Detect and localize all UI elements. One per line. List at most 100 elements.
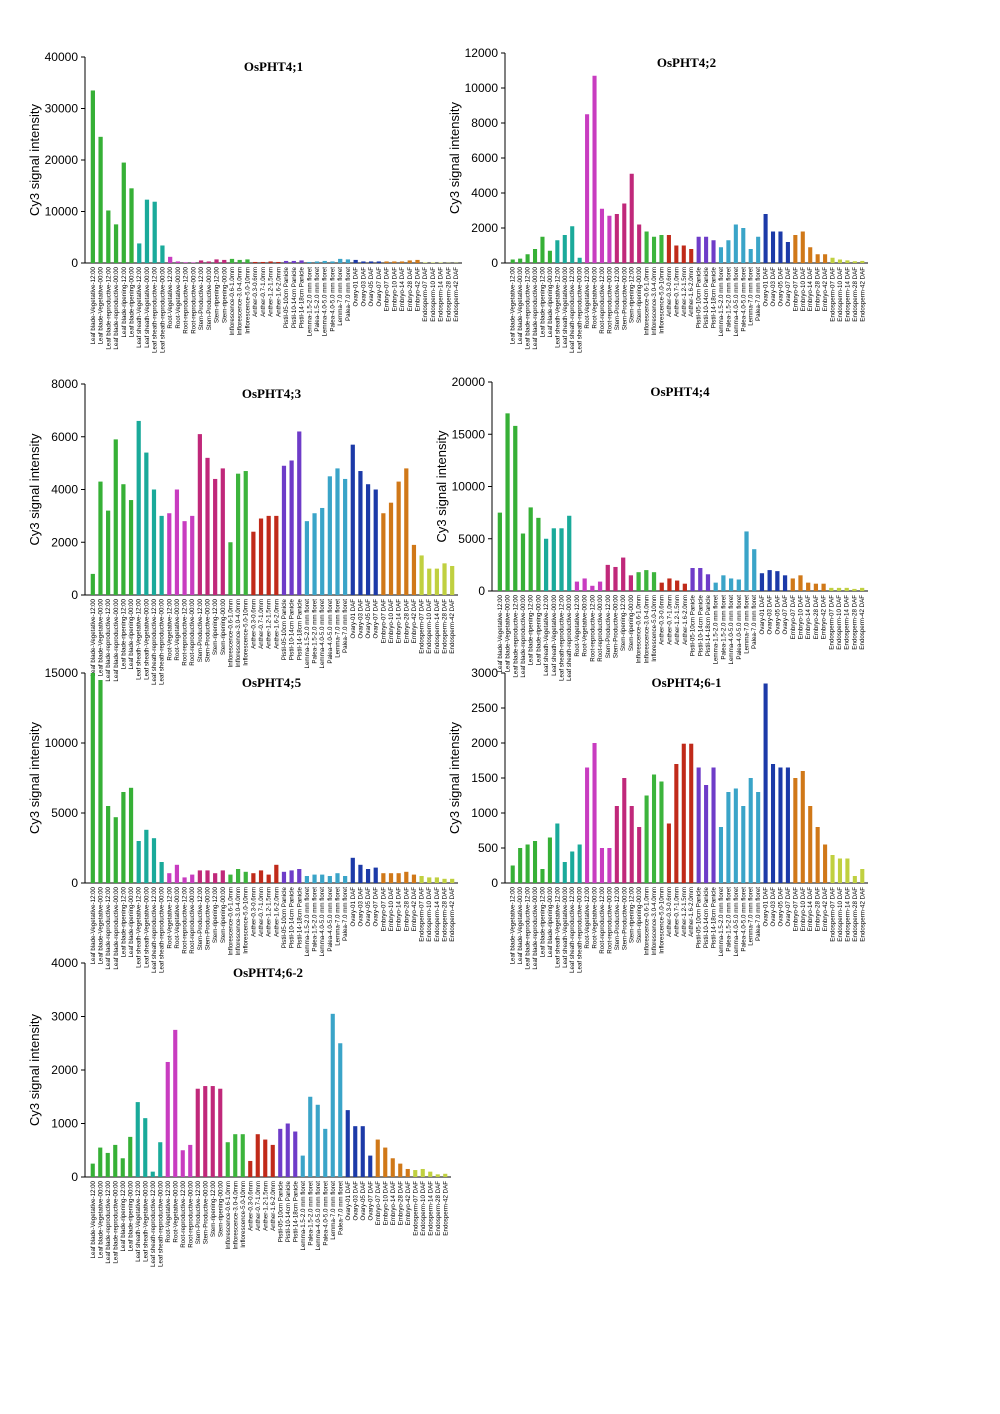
bar (121, 792, 126, 883)
chart-panel-5: 0 5000 10000 15000 Cy3 signal intensity OsPHT… (27, 666, 458, 973)
bar (291, 260, 296, 263)
bar (726, 792, 731, 883)
bar (396, 873, 401, 883)
bar (152, 201, 157, 263)
x-tick-label: Endosperm-42 DAF (442, 1181, 449, 1236)
x-tick-label: Ovary-07 DAF (373, 887, 380, 927)
x-tick-label: Root-Vegetative-12:00 (574, 594, 581, 656)
chart-panel-7: 0 1000 2000 3000 4000 Cy3 signal intensity OsP… (27, 956, 451, 1267)
x-tick-label: Leaf blade-ripening-00:00 (129, 266, 136, 337)
bar (299, 260, 304, 263)
bar (860, 869, 865, 883)
x-tick-label: Anther-1.6-2.0mm (682, 595, 689, 645)
bar (622, 203, 627, 263)
bar (345, 259, 351, 263)
bar (852, 876, 857, 883)
bar (228, 874, 233, 883)
y-axis-label: Cy3 signal intensity (27, 722, 42, 834)
x-tick-label: Anther-1.6-2.0mm (270, 1181, 277, 1231)
x-tick-label: Root-reproductive-12:00 (180, 1180, 187, 1247)
y-tick-label: 2000 (471, 736, 498, 750)
x-tick-label: Lemma-7.0 mm floret (334, 887, 341, 946)
chart-title: OsPHT4;6-2 (233, 965, 303, 980)
x-tick-label: Leaf blade-reproductive-12:00 (525, 886, 532, 969)
bar (659, 582, 664, 591)
bar (785, 242, 790, 263)
x-tick-label: Inflorescence-3.0-4.0mm (235, 599, 242, 667)
bar (532, 841, 538, 883)
bar (577, 844, 582, 883)
bar (260, 261, 266, 263)
bar (220, 468, 225, 595)
x-tick-label: Palea-1.5-2.0 mm floret (312, 599, 319, 664)
y-axis-label: Cy3 signal intensity (447, 722, 462, 834)
x-tick-label: Pistil-14-18cm Panicle (299, 266, 306, 328)
bar (335, 873, 340, 883)
x-tick-label: Stem-Productive-00:00 (202, 1180, 209, 1244)
x-tick-label: Embryo-07 DAF (792, 267, 799, 312)
bar (98, 481, 103, 595)
y-tick-label: 6000 (471, 151, 498, 165)
bar (759, 573, 765, 591)
x-tick-label: Leaf blade-Vegetative-00:00 (517, 886, 524, 964)
x-tick-label: Stem-Productive-12:00 (198, 266, 205, 330)
x-tick-label: Endosperm-42 DAF (859, 267, 866, 322)
x-tick-label: Ovary-01 DAF (350, 887, 357, 927)
x-tick-label: Leaf sheath-Vegetative-12:00 (136, 266, 143, 347)
bar (497, 512, 502, 591)
y-tick-label: 1000 (51, 1117, 78, 1131)
bar (651, 774, 657, 883)
x-tick-label: Root-Vegetative-12:00 (584, 886, 591, 948)
bar (167, 873, 172, 883)
x-tick-label: Leaf blade-Vegetative-00:00 (97, 1180, 104, 1258)
bar (174, 489, 180, 595)
x-tick-label: Pistil-10-14cm Panicle (703, 266, 710, 328)
x-tick-label: Leaf sheath-reproductive-12:00 (151, 598, 158, 685)
y-tick-label: 4000 (51, 956, 78, 970)
bar (756, 792, 761, 883)
bar (674, 245, 679, 263)
bar (205, 870, 210, 883)
bar (505, 413, 510, 591)
bar (629, 806, 634, 883)
y-axis-label: Cy3 signal intensity (27, 104, 42, 216)
x-tick-label: Palea-4.0-5.0 mm floret (740, 267, 747, 332)
bar (411, 874, 417, 883)
x-tick-label: Lemma-1.5-2.0 mm floret (718, 267, 725, 337)
bar (174, 864, 180, 883)
x-tick-label: Pistil-05-10cm Panicle (696, 266, 703, 328)
x-tick-label: Stem-Productive-12:00 (614, 886, 621, 950)
bar (427, 877, 432, 883)
bar (651, 236, 657, 263)
bar (263, 1139, 268, 1177)
x-tick-label: Inflorescence-3.0-4.0mm (232, 1181, 239, 1249)
chart-panel-1: 0 10000 20000 30000 40000 Cy3 signal intensit… (27, 50, 462, 353)
bar (330, 1013, 335, 1177)
bar (283, 260, 289, 263)
x-tick-label: Inflorescence-0.6-1.0mm (644, 267, 651, 335)
chart-title: OsPHT4;3 (242, 386, 302, 401)
bar (129, 188, 134, 263)
x-tick-label: Pistil-10-14cm Panicle (285, 1180, 292, 1242)
bar (599, 848, 605, 883)
x-tick-label: Inflorescence-5.0-10mm (651, 595, 658, 662)
x-tick-label: Palea-7.0 mm floret (755, 267, 762, 321)
bar (258, 870, 264, 883)
chart-title: OsPHT4;5 (242, 675, 302, 690)
bar (404, 871, 409, 883)
bar (167, 513, 172, 595)
x-tick-label: Leaf sheath-Vegetative-12:00 (554, 886, 561, 967)
bar (518, 258, 523, 263)
bar (721, 575, 726, 591)
x-tick-label: Embryo-07 DAF (380, 887, 387, 932)
y-tick-label: 6000 (51, 430, 78, 444)
bar (214, 259, 219, 263)
x-tick-label: Leaf blade-ripening-12:00 (528, 594, 535, 665)
x-tick-label: Leaf sheath-reproductive-00:00 (159, 598, 166, 685)
x-tick-label: Ovary-07 DAF (782, 595, 789, 635)
x-tick-label: Pistil-14-18cm Panicle (705, 594, 712, 656)
x-tick-label: Lemma-4.0-5.0 mm floret (733, 267, 740, 337)
x-tick-label: Leaf sheath-Vegetative-12:00 (136, 886, 143, 967)
x-tick-label: Inflorescence-0.6-1.0mm (225, 1181, 232, 1249)
bar (320, 507, 325, 595)
